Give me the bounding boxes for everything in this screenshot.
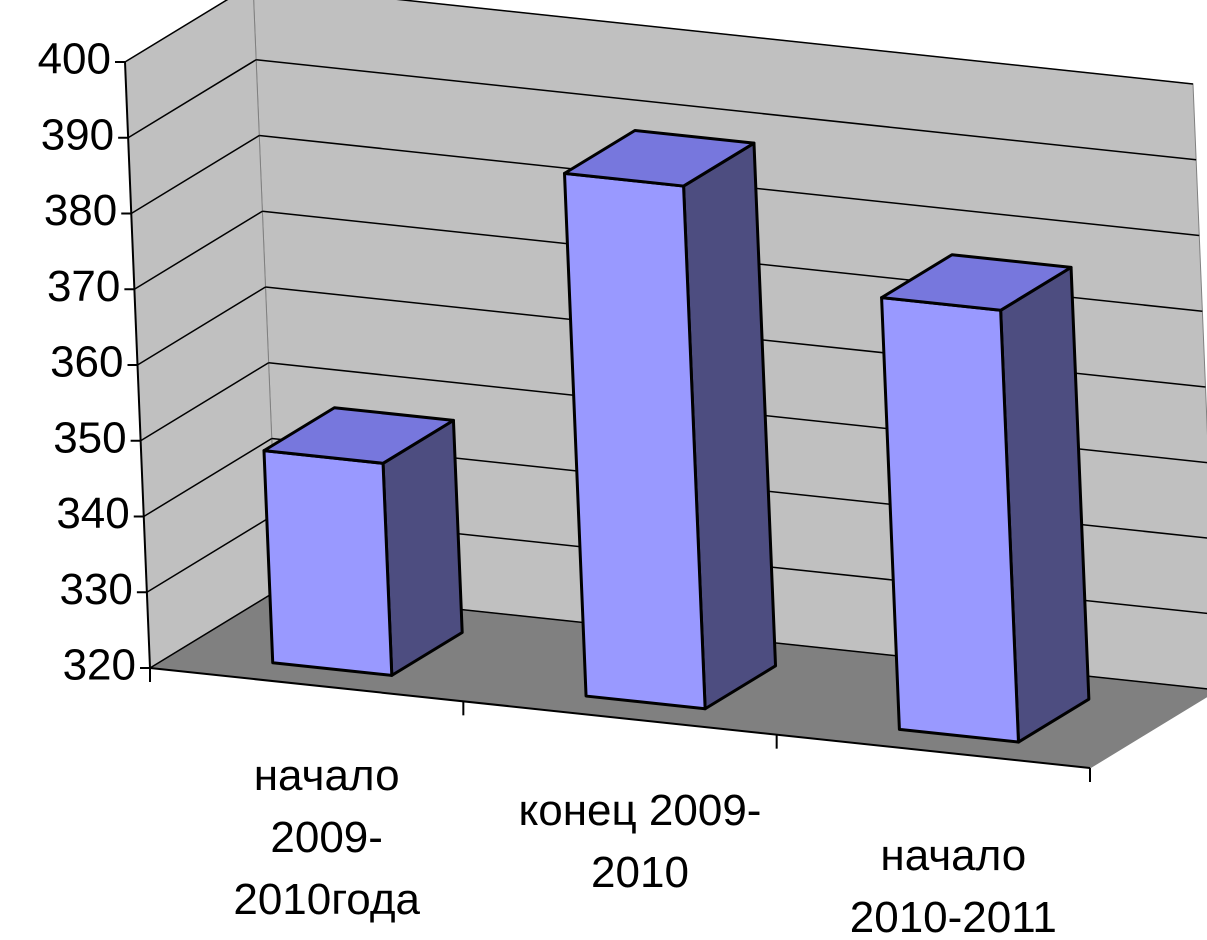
grid-line (149, 589, 279, 669)
bar (563, 128, 778, 711)
bar-top (880, 253, 1073, 312)
y-tick-label: 320 (63, 641, 136, 690)
bar-top (262, 406, 455, 465)
grid-line (137, 286, 266, 366)
x-tick-label: начало 2010-2011 (849, 831, 1057, 940)
grid-line (127, 59, 257, 139)
grid-line (256, 59, 1197, 161)
y-tick-label: 350 (53, 413, 126, 462)
x-tick-label: конец 2009-2010 (518, 786, 762, 897)
grid-line (146, 513, 276, 593)
bar (880, 253, 1091, 744)
y-tick-label: 380 (44, 186, 117, 235)
x-axis (149, 667, 1091, 769)
bar-front (563, 171, 707, 711)
y-axis (124, 61, 151, 669)
y-tick-label: 340 (56, 489, 129, 538)
bar-top (563, 128, 756, 188)
y-tick-label: 400 (38, 35, 111, 84)
bar (262, 406, 464, 677)
x-tick-label: начало 2009-2010года (233, 751, 420, 924)
bar-front (262, 449, 394, 677)
grid-line (140, 362, 270, 442)
bar-front (880, 296, 1020, 744)
bar-side (381, 418, 464, 677)
side-wall (124, 0, 279, 669)
grid-line (396, 0, 1194, 85)
grid-line (143, 437, 273, 518)
grid-line (133, 210, 263, 290)
y-tick-label: 360 (50, 338, 123, 387)
y-tick-label: 370 (47, 262, 120, 311)
grid-line (124, 0, 229, 63)
y-tick-label: 390 (41, 110, 114, 159)
grid-line (130, 134, 260, 215)
y-tick-label: 330 (59, 565, 132, 614)
